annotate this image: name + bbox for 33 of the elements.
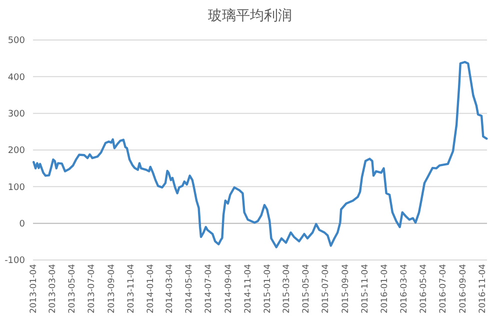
x-tick-label: 2016-03-04 [399, 264, 410, 314]
x-tick-label: 2013-09-04 [106, 264, 117, 314]
x-tick-label: 2016-11-04 [478, 264, 488, 314]
x-tick-label: 2016-07-04 [438, 264, 448, 314]
y-tick-label: 400 [8, 72, 26, 83]
x-tick-label: 2013-01-04 [28, 264, 39, 314]
x-tick-label: 2016-09-04 [458, 264, 468, 314]
y-tick-label: 0 [19, 219, 26, 230]
x-tick-label: 2014-09-04 [224, 264, 234, 314]
y-tick-label: -100 [4, 256, 26, 266]
x-tick-label: 2015-11-04 [360, 264, 370, 314]
x-tick-label: 2016-05-04 [418, 264, 429, 314]
x-tick-label: 2013-03-04 [48, 264, 58, 314]
x-tick-label: 2015-03-04 [282, 264, 292, 314]
x-tick-label: 2014-05-04 [184, 264, 194, 314]
x-tick-label: 2013-07-04 [87, 264, 98, 314]
x-tick-label: 2013-11-04 [126, 264, 136, 314]
y-tick-label: 100 [8, 182, 26, 193]
y-tick-label: 500 [8, 36, 26, 46]
x-tick-label: 2015-09-04 [340, 264, 351, 314]
chart-title: 玻璃平均利润 [208, 8, 292, 24]
x-tick-label: 2014-11-04 [243, 264, 254, 314]
x-tick-label: 2014-01-04 [146, 264, 156, 314]
y-tick-label: 200 [8, 146, 26, 156]
x-tick-label: 2014-07-04 [204, 264, 214, 314]
x-tick-label: 2014-03-04 [164, 264, 175, 314]
x-tick-label: 2015-07-04 [321, 264, 332, 314]
x-tick-label: 2015-01-04 [263, 264, 274, 314]
line-series [32, 60, 488, 248]
x-tick-label: 2015-05-04 [302, 264, 312, 314]
x-tick-label: 2016-01-04 [380, 264, 390, 314]
y-tick-label: 300 [8, 109, 26, 120]
x-tick-label: 2013-05-04 [67, 264, 78, 314]
